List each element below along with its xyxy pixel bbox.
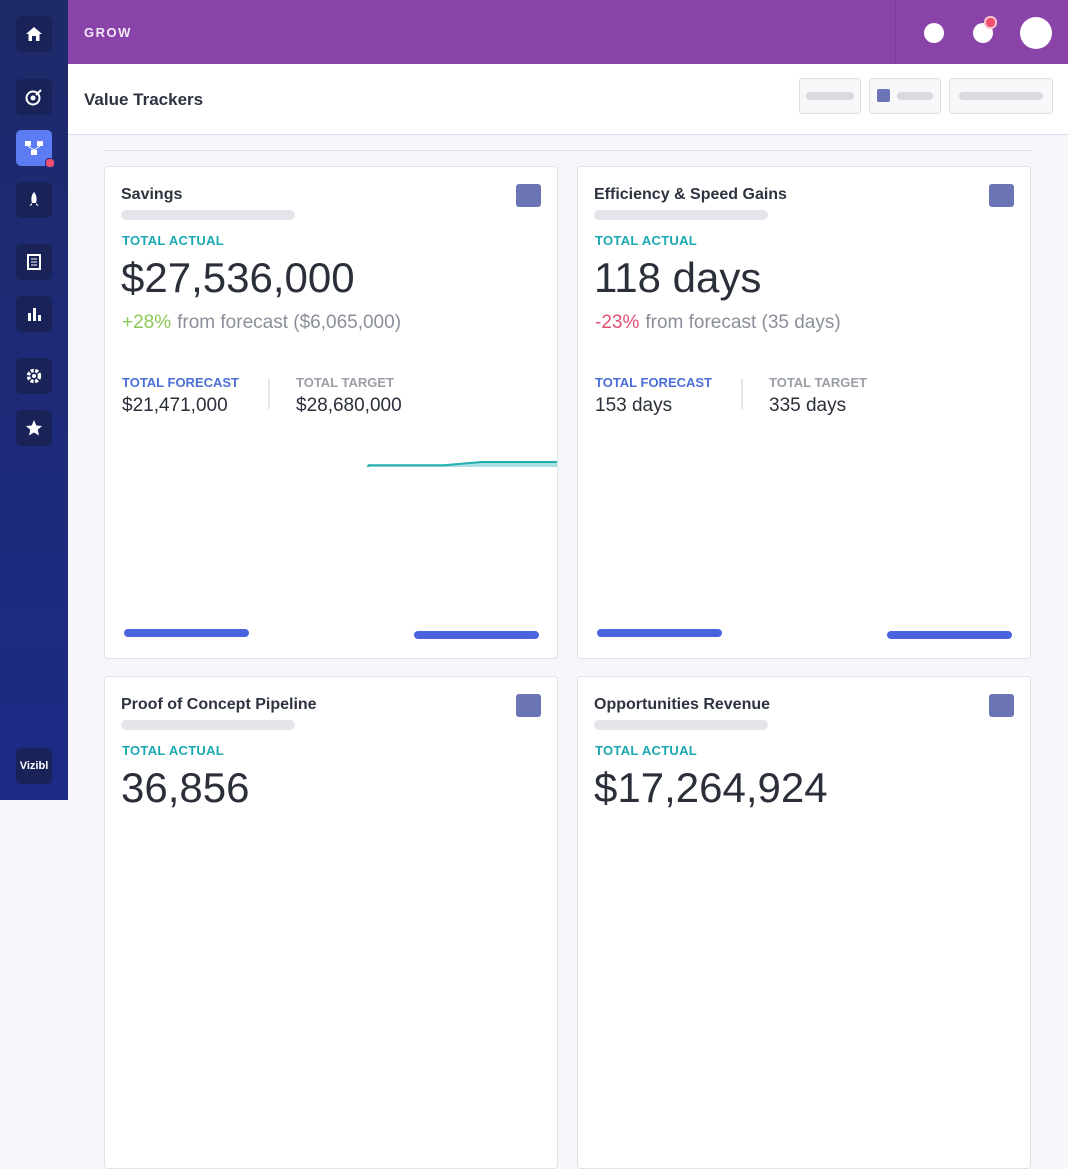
help-button[interactable] — [924, 23, 944, 43]
change: -23% — [595, 312, 640, 333]
area-chart — [578, 167, 1030, 467]
actual-label: TOTAL ACTUAL — [595, 233, 698, 248]
card-menu[interactable] — [989, 184, 1014, 207]
icon — [26, 420, 42, 436]
target-label: TOTAL TARGET — [296, 375, 394, 390]
skeleton — [594, 210, 768, 220]
separator — [104, 150, 1032, 151]
icon — [25, 141, 43, 155]
toolbar-button[interactable] — [869, 78, 941, 114]
forecast-value: 153 days — [595, 395, 673, 416]
actual-value: 118 days — [594, 254, 762, 301]
icon — [26, 27, 42, 41]
card-title: Proof of Concept Pipeline — [121, 696, 317, 713]
nav-launch[interactable] — [16, 182, 52, 218]
tracker-card: Efficiency & Speed Gains TOTAL ACTUAL 118 … — [577, 166, 1031, 659]
area-line — [366, 461, 557, 467]
forecast-label: TOTAL FORECAST — [595, 375, 712, 390]
nav-settings[interactable] — [16, 358, 52, 394]
nav-home[interactable] — [16, 16, 52, 52]
notification-badge — [984, 16, 997, 29]
sidebar: Vizibl — [0, 0, 68, 800]
tracker-card: Savings TOTAL ACTUAL $27,536,000 +28% from f… — [104, 166, 558, 659]
change-line: -23% from forecast (35 days) — [595, 312, 841, 334]
nav-goals[interactable] — [16, 79, 52, 115]
actual-value: $27,536,000 — [121, 254, 355, 301]
target-value: $28,680,000 — [296, 395, 402, 416]
change-text: from forecast (35 days) — [645, 312, 841, 333]
cards: Savings TOTAL ACTUAL $27,536,000 +28% from f… — [104, 166, 1031, 1169]
page-title: Value Trackers — [84, 90, 204, 109]
target-value: 335 days — [769, 395, 847, 416]
forecast-value: $21,471,000 — [122, 395, 228, 416]
card-menu[interactable] — [516, 184, 541, 207]
brand: GROW — [84, 25, 132, 40]
target-label: TOTAL TARGET — [769, 375, 867, 390]
card-title: Opportunities Revenue — [594, 696, 771, 713]
tracker-card: Opportunities Revenue TOTAL ACTUAL $17,264… — [577, 676, 1031, 1169]
forecast-label: TOTAL FORECAST — [122, 375, 239, 390]
nav-badge — [45, 158, 55, 168]
placeholder-bar — [124, 629, 249, 637]
placeholder-bar — [597, 629, 722, 637]
change-text: from forecast ($6,065,000) — [177, 312, 402, 333]
icon — [27, 254, 41, 270]
skeleton — [121, 210, 295, 220]
toolbar-button[interactable] — [799, 78, 861, 114]
placeholder-bar — [414, 631, 539, 639]
tracker-card: Proof of Concept Pipeline TOTAL ACTUAL 36,… — [104, 676, 558, 1169]
icon — [29, 192, 39, 206]
icon — [26, 368, 42, 384]
card-title: Savings — [121, 186, 183, 203]
icon — [28, 308, 41, 321]
skeleton — [594, 720, 768, 730]
divider — [741, 379, 743, 409]
actual-label: TOTAL ACTUAL — [122, 233, 225, 248]
top-bar: GROW — [68, 0, 1068, 64]
actual-label: TOTAL ACTUAL — [595, 743, 698, 758]
icon — [25, 89, 42, 106]
actual-value: $17,264,924 — [594, 764, 828, 811]
nav-reports[interactable] — [16, 296, 52, 332]
card-menu[interactable] — [516, 694, 541, 717]
placeholder-bar — [887, 631, 1012, 639]
nav-favorites[interactable] — [16, 410, 52, 446]
divider — [268, 379, 270, 409]
toolbar-button[interactable] — [949, 78, 1053, 114]
change-line: +28% from forecast ($6,065,000) — [122, 312, 401, 334]
card-menu[interactable] — [989, 694, 1014, 717]
nav-companies[interactable] — [16, 244, 52, 280]
area-chart — [366, 461, 557, 467]
footer-brand[interactable]: Vizibl — [16, 748, 52, 784]
actual-value: 36,856 — [121, 764, 250, 811]
header: Value Trackers — [68, 64, 1068, 135]
skeleton — [121, 720, 295, 730]
divider — [895, 0, 896, 64]
card-title: Efficiency & Speed Gains — [594, 186, 787, 203]
actual-label: TOTAL ACTUAL — [122, 743, 225, 758]
avatar[interactable] — [1020, 17, 1052, 49]
change: +28% — [122, 312, 172, 333]
